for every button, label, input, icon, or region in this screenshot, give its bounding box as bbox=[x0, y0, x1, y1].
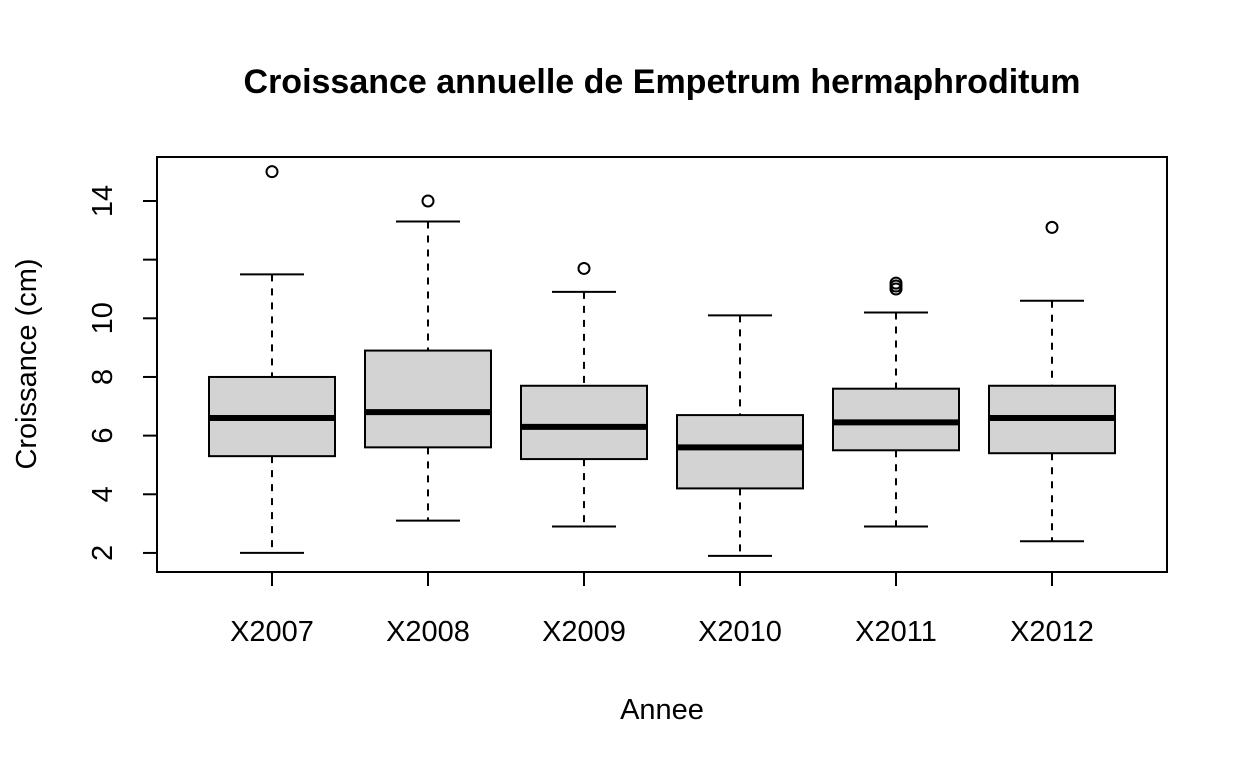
y-tick-label: 4 bbox=[87, 486, 119, 502]
y-axis-label: Croissance (cm) bbox=[11, 258, 43, 469]
y-tick-label: 14 bbox=[87, 185, 119, 217]
x-tick-label: X2011 bbox=[855, 616, 937, 648]
outlier-point bbox=[577, 261, 591, 275]
chart-title: Croissance annuelle de Empetrum hermaphr… bbox=[244, 63, 1081, 101]
x-tick-label: X2008 bbox=[386, 616, 470, 648]
outlier-point bbox=[421, 194, 435, 208]
x-axis-label: Annee bbox=[620, 694, 704, 726]
y-tick-label: 6 bbox=[87, 428, 119, 444]
box-X2010 bbox=[676, 414, 804, 490]
y-tick-label: 8 bbox=[87, 369, 119, 385]
x-tick-label: X2009 bbox=[542, 616, 626, 648]
y-tick-label: 10 bbox=[87, 302, 119, 334]
box-X2009 bbox=[520, 384, 648, 461]
box-X2008 bbox=[364, 349, 492, 449]
y-tick-label: 2 bbox=[87, 545, 119, 561]
x-tick-label: X2010 bbox=[698, 616, 782, 648]
plot-frame bbox=[156, 156, 1168, 573]
plot-area: 2 4 6 8 10 14 X2007 X2008 X2009 X2010 X2011 X2012 bbox=[87, 156, 1168, 648]
x-tick-label: X2012 bbox=[1010, 616, 1094, 648]
outlier-point bbox=[889, 276, 903, 290]
outlier-point bbox=[1045, 220, 1059, 234]
outlier-point bbox=[265, 165, 279, 179]
x-tick-label: X2007 bbox=[230, 616, 314, 648]
